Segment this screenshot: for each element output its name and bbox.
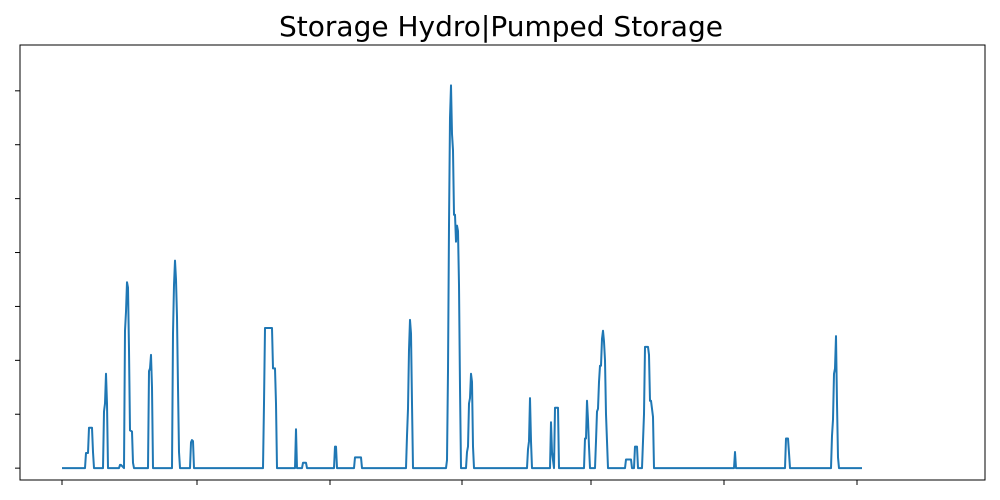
plot-area-frame — [19, 44, 986, 481]
chart-title: Storage Hydro|Pumped Storage — [279, 10, 723, 43]
x-axis-ticks — [61, 480, 858, 485]
series-layer — [62, 84, 862, 470]
series-line-0 — [62, 84, 862, 470]
y-axis-ticks — [15, 90, 20, 469]
